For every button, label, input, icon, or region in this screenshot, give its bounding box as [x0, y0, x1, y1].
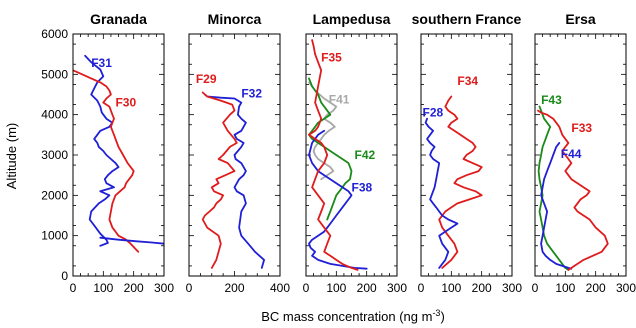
- x-tick-label: 200: [224, 281, 244, 295]
- series-line-segment: [99, 236, 164, 245]
- panel-frame: [534, 33, 627, 277]
- panel-granada: Granada 0 100 200 300 F31 F30: [70, 11, 175, 295]
- series-label-f35: F35: [321, 50, 342, 64]
- series-group: [424, 95, 483, 269]
- panel-title: Lampedusa: [313, 11, 391, 27]
- x-tick-label: 0: [186, 281, 193, 295]
- y-tick-label: 6000: [41, 27, 68, 41]
- y-tick-label: 0: [61, 269, 68, 283]
- series-line-f32: [203, 93, 266, 269]
- panels: Granada 0 100 200 300 F31 F30 Minorca 0 200 400 F29…: [70, 11, 636, 295]
- panel-frame: [188, 33, 281, 277]
- x-tick-label: 300: [502, 281, 522, 295]
- y-axis: 0 1000 2000 3000 4000 5000 6000: [41, 27, 68, 283]
- panel-lampedusa: Lampedusa 0 100 200 300 F35 F41 F42 F38: [303, 11, 408, 295]
- panel-title: Granada: [90, 11, 147, 27]
- series-group: [537, 105, 609, 271]
- panel-minorca: Minorca 0 200 400 F29 F32: [186, 11, 291, 295]
- series-label-f28: F28: [423, 105, 444, 119]
- series-label-f33: F33: [571, 121, 592, 135]
- series-line-f34: [438, 95, 483, 269]
- series-line-f28: [424, 117, 459, 269]
- y-tick-label: 2000: [41, 188, 68, 202]
- panel-title: southern France: [412, 11, 522, 27]
- series-label-f34: F34: [457, 74, 478, 88]
- panel-title: Minorca: [208, 11, 262, 27]
- x-tick-label: 100: [555, 281, 575, 295]
- y-tick-label: 4000: [41, 108, 68, 122]
- x-tick-label: 400: [270, 281, 290, 295]
- panel-frame: [305, 33, 398, 277]
- series-label-f44: F44: [561, 147, 582, 161]
- series-label-f43: F43: [541, 93, 562, 107]
- x-tick-label: 300: [387, 281, 407, 295]
- series-label-f31: F31: [91, 56, 112, 70]
- series-group: [73, 54, 164, 253]
- y-tick-label: 5000: [41, 67, 68, 81]
- x-axis-label: BC mass concentration (ng m-3): [261, 308, 445, 324]
- y-tick-label: 3000: [41, 148, 68, 162]
- panel-title: Ersa: [565, 11, 596, 27]
- series-group: [308, 39, 368, 271]
- x-tick-label: 0: [303, 281, 310, 295]
- series-line-f44: [540, 141, 573, 270]
- x-tick-label: 200: [472, 281, 492, 295]
- x-tick-label: 0: [70, 281, 77, 295]
- panel-frame: [72, 33, 165, 277]
- panel-southern-france: southern France 0 100 200 300 F34 F28: [412, 11, 523, 295]
- x-tick-label: 100: [93, 281, 113, 295]
- panel-frame: [420, 33, 513, 277]
- x-tick-label: 200: [124, 281, 144, 295]
- x-tick-label: 300: [154, 281, 174, 295]
- series-line-f43: [537, 105, 570, 271]
- x-tick-label: 100: [326, 281, 346, 295]
- series-line-f31: [84, 54, 120, 247]
- y-tick-label: 1000: [41, 229, 68, 243]
- series-label-f30: F30: [115, 96, 136, 110]
- x-tick-label: 100: [441, 281, 461, 295]
- series-label-f29: F29: [196, 72, 217, 86]
- x-tick-label: 300: [616, 281, 636, 295]
- series-label-f41: F41: [329, 92, 350, 106]
- series-line-f35: [308, 39, 359, 271]
- series-label-f42: F42: [355, 148, 376, 162]
- y-axis-label: Altitude (m): [4, 123, 19, 189]
- series-line-f33: [537, 109, 609, 271]
- series-line-f29: [201, 91, 238, 269]
- x-tick-label: 200: [357, 281, 377, 295]
- series-line-f30: [73, 69, 140, 253]
- x-tick-label: 0: [418, 281, 425, 295]
- series-label-f32: F32: [241, 87, 262, 101]
- panel-ersa: Ersa 0 100 200 300 F43 F33 F44: [532, 11, 636, 295]
- x-tick-label: 200: [586, 281, 606, 295]
- series-group: [201, 91, 266, 269]
- series-label-f38: F38: [352, 180, 373, 194]
- x-tick-label: 0: [532, 281, 539, 295]
- series-line-f38: [308, 129, 368, 270]
